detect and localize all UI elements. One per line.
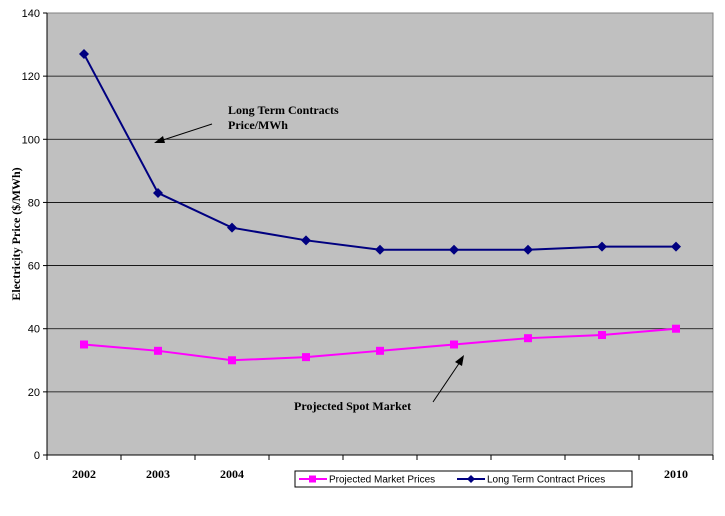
annotation-spot-market-arrowhead	[455, 355, 464, 366]
annotation-long-term-line-1: Long Term Contracts	[228, 103, 339, 117]
data-point	[524, 334, 532, 343]
legend-label-market: Projected Market Prices	[329, 475, 435, 486]
legend-marker-square	[309, 475, 316, 483]
y-axis: 0 20 40 60 80 100 120 140	[22, 8, 48, 462]
annotation-long-term-line-2: Price/MWh	[228, 118, 288, 132]
gridlines	[47, 75, 713, 393]
data-point	[597, 241, 607, 252]
x-tick-label: 2010	[664, 467, 688, 481]
x-tick-label: 2002	[72, 467, 96, 481]
data-point	[671, 241, 681, 252]
annotation-spot-market-arrow	[432, 361, 461, 403]
series-1	[79, 49, 681, 255]
annotation-long-term-arrow	[159, 123, 213, 142]
data-point	[301, 235, 311, 246]
data-point	[79, 49, 89, 60]
legend-label-contract: Long Term Contract Prices	[487, 475, 605, 486]
y-tick-label: 20	[28, 387, 40, 399]
legend: Projected Market Prices Long Term Contra…	[294, 470, 633, 488]
data-point	[523, 244, 533, 255]
data-point	[228, 356, 236, 365]
data-point	[449, 244, 459, 255]
y-tick-label: 120	[22, 71, 40, 83]
data-point	[227, 222, 237, 233]
data-point	[375, 244, 385, 255]
data-point	[450, 340, 458, 349]
data-point	[376, 346, 384, 355]
y-tick-label: 40	[28, 324, 40, 336]
y-tick-label: 140	[22, 8, 40, 20]
data-point	[598, 331, 606, 340]
data-point	[80, 340, 88, 349]
annotation-long-term: Long Term Contracts Price/MWh	[154, 103, 339, 143]
data-point	[672, 324, 680, 333]
y-tick-label: 100	[22, 134, 40, 146]
y-axis-title: Electricity Price ($/MWh)	[9, 167, 23, 300]
legend-item-contract: Long Term Contract Prices	[457, 475, 605, 486]
legend-item-market: Projected Market Prices	[299, 475, 435, 486]
y-tick-label: 60	[28, 261, 40, 273]
data-point	[153, 187, 163, 198]
series-layer	[79, 49, 681, 365]
annotation-spot-market-label: Projected Spot Market	[294, 399, 411, 413]
data-point	[154, 346, 162, 355]
annotation-spot-market: Projected Spot Market	[294, 355, 464, 413]
data-point	[302, 353, 310, 362]
y-tick-label: 80	[28, 197, 40, 209]
x-tick-label: 2003	[146, 467, 170, 481]
annotation-long-term-arrowhead	[154, 136, 165, 143]
y-tick-label: 0	[34, 450, 40, 462]
legend-marker-diamond	[467, 475, 475, 483]
x-tick-label: 2004	[220, 467, 244, 481]
plot-area	[46, 12, 714, 456]
series-0	[80, 324, 680, 365]
